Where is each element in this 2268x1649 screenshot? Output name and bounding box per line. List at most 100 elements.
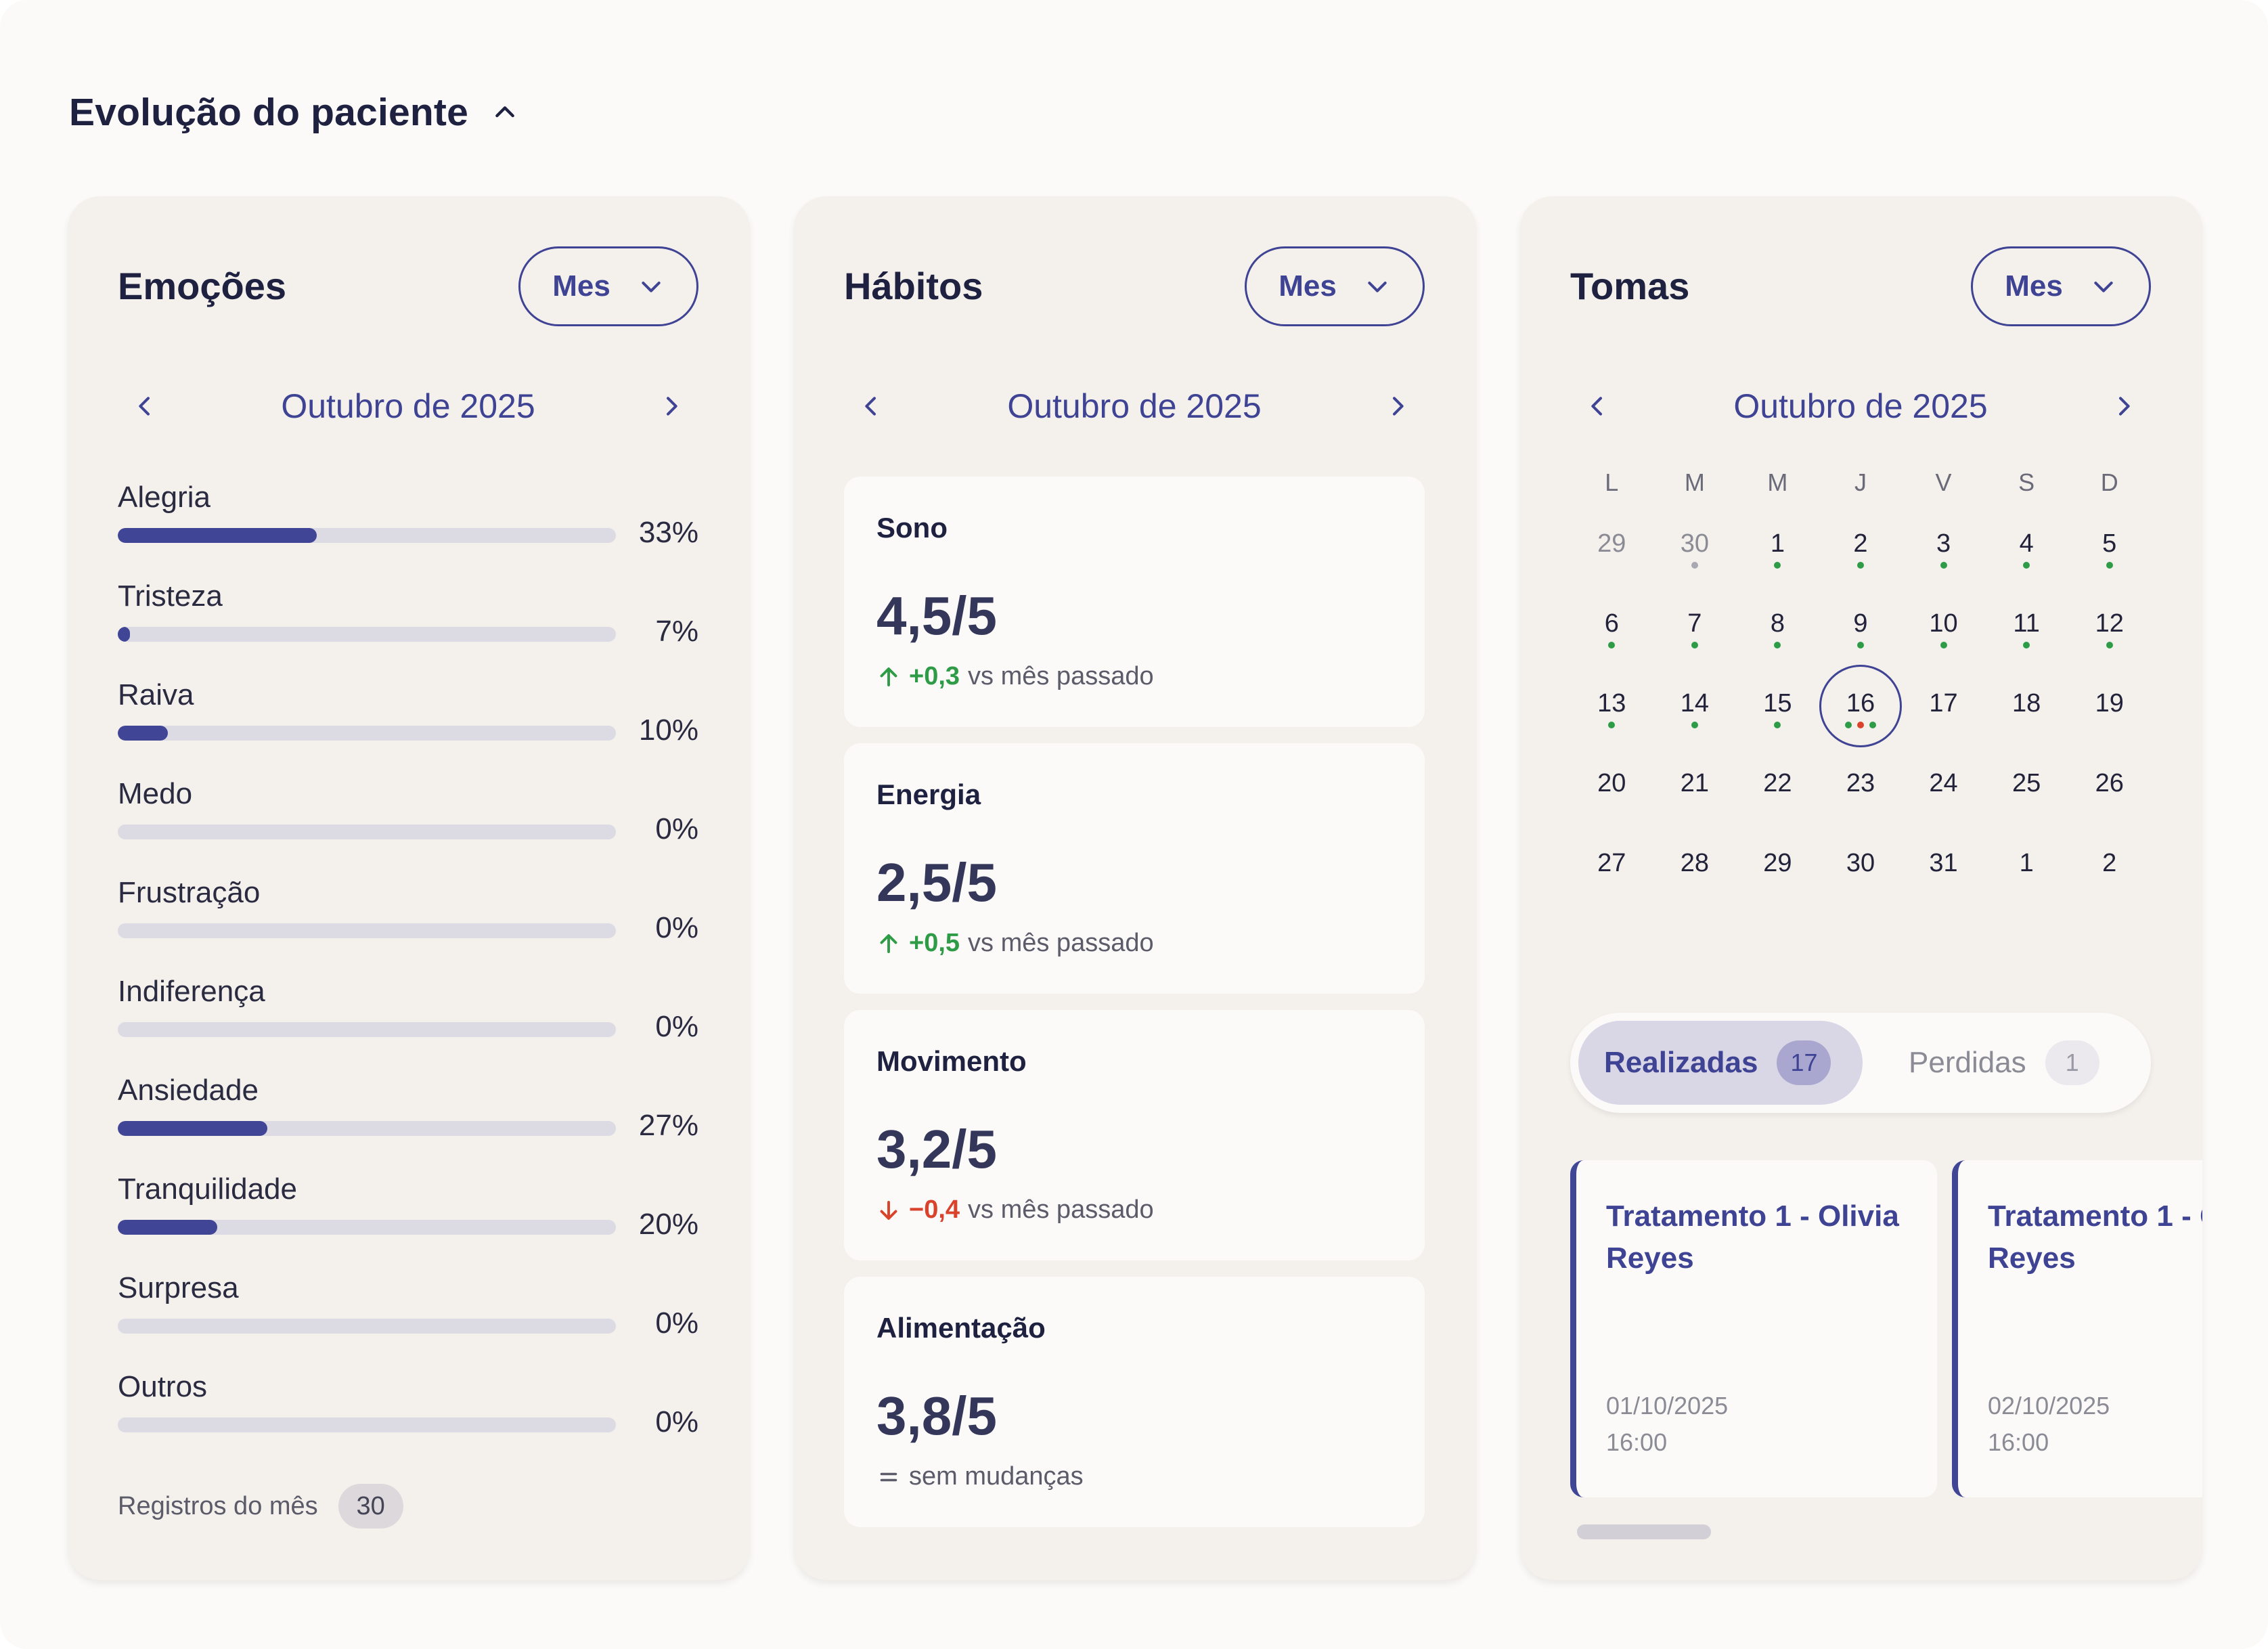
calendar-day[interactable]: 5 [2068, 506, 2151, 586]
calendar-day[interactable]: 17 [1902, 666, 1985, 746]
day-number: 27 [1597, 848, 1626, 877]
arrow-up-icon [880, 667, 897, 686]
month-label: Outubro de 2025 [281, 387, 535, 425]
calendar-day[interactable]: 27 [1570, 826, 1653, 906]
dose-dot [2106, 642, 2113, 648]
calendar-day[interactable]: 25 [1985, 746, 2068, 826]
habits-period-select[interactable]: Mes [1245, 246, 1425, 326]
calendar-day[interactable]: 12 [2068, 586, 2151, 666]
day-number: 9 [1853, 609, 1868, 638]
dose-indicators [1736, 562, 1819, 569]
treatment-card[interactable]: Tratamento 1 - Olivia Reyes 01/10/2025 1… [1570, 1160, 1937, 1497]
emotion-bar [118, 824, 616, 839]
calendar-day[interactable]: 14 [1653, 666, 1737, 746]
calendar-day[interactable]: 26 [2068, 746, 2151, 826]
dose-indicators [1902, 642, 1985, 648]
calendar-day[interactable]: 15 [1736, 666, 1819, 746]
habit-delta: −0,4 vs mês passado [876, 1195, 1154, 1225]
weekday-label: V [1935, 468, 1952, 496]
emotion-bar-fill [118, 627, 131, 642]
dose-dot [1691, 722, 1698, 728]
chevron-down-icon [2094, 282, 2113, 292]
carousel-scrollbar[interactable] [1577, 1524, 1711, 1539]
calendar-day[interactable]: 29 [1570, 506, 1653, 586]
calendar-day[interactable]: 11 [1985, 586, 2068, 666]
calendar-day-selected[interactable]: 16 [1819, 666, 1903, 746]
day-number: 12 [2095, 609, 2124, 638]
calendar-day[interactable]: 9 [1819, 586, 1903, 666]
chevron-up-icon[interactable] [491, 99, 518, 126]
emotion-row: Raiva 10% [118, 678, 698, 777]
tab-perdidas[interactable]: Perdidas 1 [1888, 1021, 2132, 1105]
habits-title: Hábitos [844, 265, 983, 307]
calendar-day[interactable]: 24 [1902, 746, 1985, 826]
calendar-day[interactable]: 18 [1985, 666, 2068, 746]
day-number: 30 [1846, 848, 1875, 877]
doses-period-select[interactable]: Mes [1971, 246, 2151, 326]
calendar-day[interactable]: 3 [1902, 506, 1985, 586]
calendar-day[interactable]: 10 [1902, 586, 1985, 666]
tab-realizadas[interactable]: Realizadas 17 [1578, 1021, 1863, 1105]
day-number: 16 [1846, 688, 1875, 718]
emotion-label: Tristeza [118, 579, 223, 613]
dose-dot [1844, 722, 1852, 728]
calendar-day[interactable]: 1 [1985, 826, 2068, 906]
dose-dot [2106, 562, 2113, 569]
day-number: 21 [1680, 768, 1709, 797]
calendar-day[interactable]: 28 [1653, 826, 1737, 906]
emotion-label: Alegria [118, 481, 210, 514]
habit-delta: +0,5 vs mês passado [876, 929, 1154, 958]
dose-dot [2023, 642, 2030, 648]
calendar-day[interactable]: 4 [1985, 506, 2068, 586]
calendar-day[interactable]: 30 [1819, 826, 1903, 906]
dose-indicators [1736, 642, 1819, 648]
emotions-period-select[interactable]: Mes [518, 246, 698, 326]
emotion-percent: 0% [655, 911, 698, 944]
chevron-left-icon[interactable] [118, 379, 172, 433]
dose-dot [1940, 642, 1947, 648]
emotion-row: Medo 0% [118, 777, 698, 876]
calendar-day[interactable]: 21 [1653, 746, 1737, 826]
chevron-right-icon[interactable] [2097, 379, 2151, 433]
period-label: Mes [1278, 269, 1337, 303]
emotion-percent: 0% [655, 1306, 698, 1340]
calendar-day[interactable]: 6 [1570, 586, 1653, 666]
calendar-day[interactable]: 23 [1819, 746, 1903, 826]
treatments-carousel[interactable]: Tratamento 1 - Olivia Reyes 01/10/2025 1… [1570, 1160, 2202, 1649]
habit-delta: +0,3 vs mês passado [876, 662, 1154, 691]
emotion-percent: 7% [655, 615, 698, 648]
day-number: 6 [1604, 609, 1619, 638]
emotions-card: Emoções Mes Outubro de 2025 Alegria 33% Tr… [68, 196, 750, 1580]
day-number: 28 [1680, 848, 1709, 877]
doses-calendar: L M M J V S D 29 30 1 2 3 4 5 6 7 8 9 10 11 12 13 14 15 16 17 18 19… [1570, 459, 2151, 906]
calendar-day[interactable]: 2 [2068, 826, 2151, 906]
calendar-day[interactable]: 2 [1819, 506, 1903, 586]
chevron-left-icon[interactable] [1570, 379, 1624, 433]
calendar-day[interactable]: 7 [1653, 586, 1737, 666]
section-header[interactable]: Evolução do paciente [69, 85, 518, 139]
treatment-date: 01/10/2025 [1606, 1392, 1729, 1420]
month-label: Outubro de 2025 [1007, 387, 1262, 425]
treatment-card[interactable]: Tratamento 1 - Olivia Reyes 02/10/2025 1… [1952, 1160, 2202, 1497]
day-number: 29 [1763, 848, 1792, 877]
dose-indicators [1570, 642, 1653, 648]
weekday-label: J [1854, 468, 1867, 496]
dose-indicators [2068, 562, 2151, 569]
chevron-right-icon[interactable] [644, 379, 698, 433]
treatment-datetime: 01/10/2025 16:00 [1606, 1388, 1728, 1461]
calendar-day[interactable]: 31 [1902, 826, 1985, 906]
habit-delta: sem mudanças [876, 1462, 1084, 1491]
day-number: 2 [1853, 529, 1868, 558]
calendar-day[interactable]: 8 [1736, 586, 1819, 666]
calendar-day[interactable]: 13 [1570, 666, 1653, 746]
calendar-day[interactable]: 19 [2068, 666, 2151, 746]
chevron-left-icon[interactable] [844, 379, 898, 433]
calendar-day[interactable]: 22 [1736, 746, 1819, 826]
emotion-bar [118, 528, 616, 543]
calendar-day[interactable]: 20 [1570, 746, 1653, 826]
calendar-day[interactable]: 29 [1736, 826, 1819, 906]
habit-delta-suffix: sem mudanças [909, 1462, 1084, 1491]
chevron-right-icon[interactable] [1371, 379, 1425, 433]
calendar-day[interactable]: 1 [1736, 506, 1819, 586]
calendar-day[interactable]: 30 [1653, 506, 1737, 586]
